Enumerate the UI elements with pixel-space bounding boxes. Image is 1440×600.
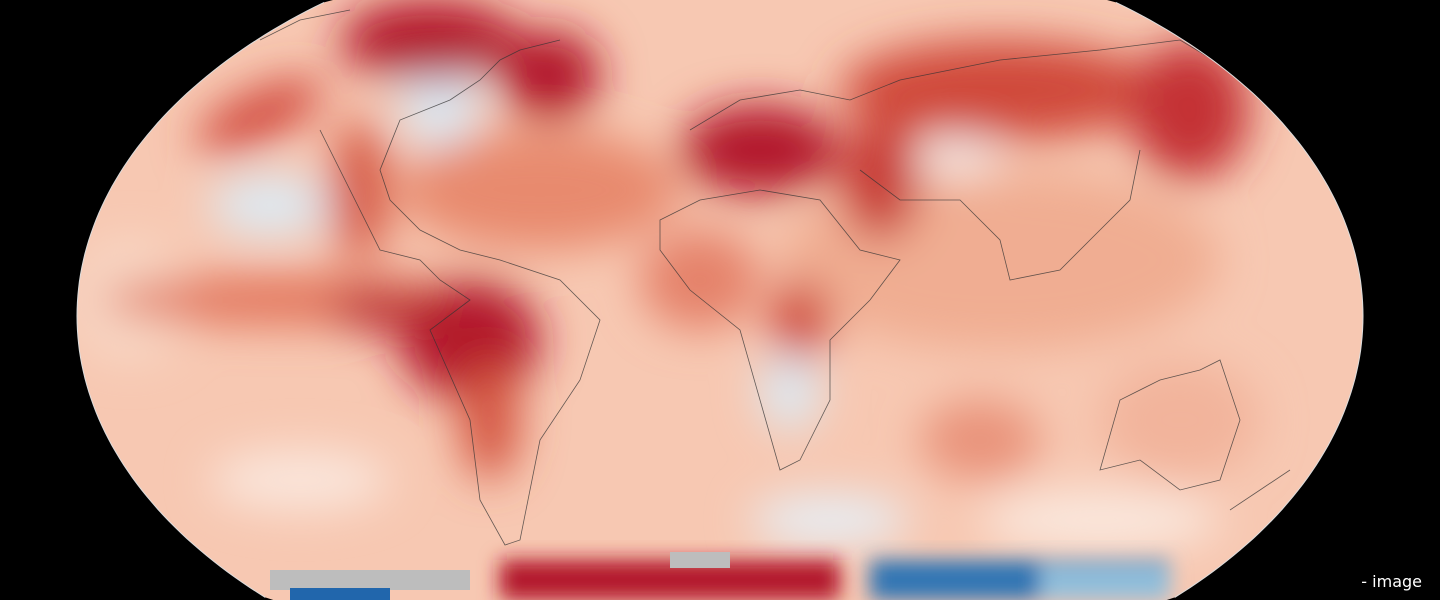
coastlines xyxy=(259,9,1291,546)
anomaly-field xyxy=(77,0,1260,550)
globe-outline xyxy=(76,1,1364,598)
no-data-area xyxy=(670,552,730,568)
no-data-area xyxy=(270,570,470,590)
image-caption: - image xyxy=(1361,572,1422,591)
antarctica-data xyxy=(500,560,1170,600)
